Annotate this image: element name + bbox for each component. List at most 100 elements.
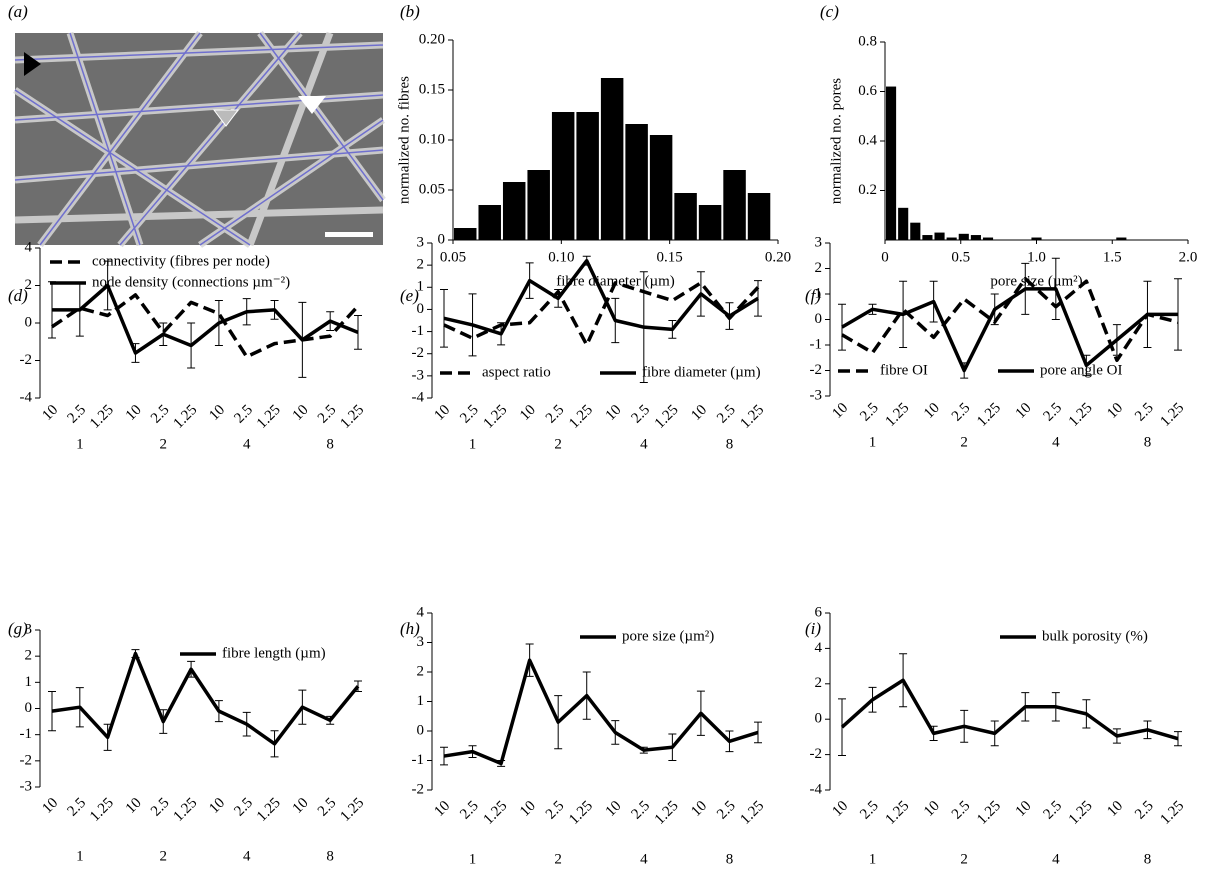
y-tick-label: 0: [417, 301, 425, 317]
bar: [1116, 237, 1127, 240]
x-tick-label: 10: [517, 402, 539, 424]
y-tick-label: -3: [412, 367, 425, 383]
panel-label: (g): [8, 619, 28, 638]
x-tick-label: 2.5: [148, 795, 173, 820]
y-tick-label: 6: [815, 604, 823, 620]
x-tick-label: 10: [39, 402, 61, 424]
y-tick-label: 0: [25, 700, 33, 716]
x-group-label: 2: [554, 851, 562, 867]
x-tick-label: 10: [1013, 400, 1035, 422]
x-tick-label: 10: [829, 400, 851, 422]
x-group-label: 8: [1144, 434, 1152, 450]
y-tick-label: 0.20: [419, 31, 445, 47]
y-tick-label: 0.8: [858, 33, 877, 49]
x-group-label: 4: [243, 848, 251, 864]
y-tick-label: 2: [417, 663, 425, 679]
series-line: [51, 651, 360, 746]
x-tick-label: 10: [829, 798, 851, 820]
x-tick-label: 1.25: [337, 402, 367, 432]
bar: [649, 135, 673, 240]
x-tick-label: 2.5: [714, 798, 739, 823]
y-tick-label: -4: [412, 389, 425, 405]
x-tick-label: 2.5: [629, 402, 654, 427]
panel-label: (c): [820, 2, 839, 21]
legend-label: pore size (µm²): [622, 628, 714, 644]
x-tick-label: 1.5: [1103, 249, 1122, 265]
x-tick-label: 10: [517, 798, 539, 820]
bar: [934, 232, 945, 240]
x-tick-label: 1.25: [1157, 798, 1187, 828]
bar: [886, 86, 897, 240]
panel-label: (b): [400, 2, 420, 21]
x-tick-label: 1.25: [974, 400, 1004, 430]
x-tick-label: 1.25: [737, 798, 767, 828]
bar: [910, 222, 921, 240]
bar: [698, 205, 722, 240]
y-tick-label: 0.4: [858, 132, 877, 148]
x-tick-label: 10: [603, 798, 625, 820]
x-group-label: 8: [326, 436, 334, 452]
x-tick-label: 0.15: [657, 249, 683, 265]
panel-label: (a): [8, 2, 28, 21]
x-tick-label: 2.5: [543, 798, 568, 823]
x-group-label: 4: [640, 436, 648, 452]
error-bar: [440, 289, 448, 348]
x-tick-label: 2.5: [315, 795, 340, 820]
series-line: [840, 678, 1179, 741]
y-tick-label: 0: [815, 711, 823, 727]
bar: [958, 233, 969, 240]
y-tick-label: 3: [417, 234, 425, 250]
x-tick-label: 2.5: [857, 400, 882, 425]
y-tick-label: -2: [20, 352, 33, 368]
x-tick-label: 10: [206, 795, 228, 817]
y-tick-label: 2: [25, 277, 33, 293]
x-group-label: 1: [76, 848, 84, 864]
x-tick-label: 1.25: [254, 402, 284, 432]
panel-label: (d): [8, 286, 28, 305]
legend-label: fibre OI: [880, 362, 928, 378]
x-tick-label: 10: [688, 798, 710, 820]
y-tick-label: 3: [417, 634, 425, 650]
x-tick-label: 10: [688, 402, 710, 424]
series-line: [443, 281, 760, 347]
x-tick-label: 2.5: [1041, 400, 1066, 425]
y-tick-label: 2: [25, 648, 33, 664]
y-tick-label: 4: [815, 640, 823, 656]
legend-label: connectivity (fibres per node): [92, 253, 270, 269]
x-tick-label: 0.20: [765, 249, 791, 265]
sem-image: [13, 30, 386, 248]
bar: [478, 205, 501, 240]
bar: [454, 228, 477, 240]
bar: [551, 112, 575, 240]
x-tick-label: 1.25: [87, 795, 117, 825]
x-tick-label: 2.5: [949, 400, 974, 425]
x-tick-label: 1.25: [87, 402, 117, 432]
x-tick-label: 1.25: [652, 798, 682, 828]
bar: [1031, 237, 1042, 240]
x-group-label: 8: [726, 851, 734, 867]
x-tick-label: 10: [1104, 798, 1126, 820]
legend-label: pore angle OI: [1040, 362, 1122, 378]
y-tick-label: 3: [815, 234, 823, 250]
y-tick-label: -1: [20, 726, 33, 742]
bar: [982, 237, 994, 240]
y-tick-label: -3: [810, 387, 823, 403]
legend-label: aspect ratio: [482, 364, 551, 380]
panel-label: (e): [400, 286, 419, 305]
x-group-label: 2: [554, 436, 562, 452]
x-tick-label: 1.25: [480, 798, 510, 828]
x-tick-label: 2.5: [857, 798, 882, 823]
x-tick-label: 2.5: [629, 798, 654, 823]
x-tick-label: 10: [1104, 400, 1126, 422]
x-tick-label: 2.5: [148, 402, 173, 427]
error-bar: [48, 690, 56, 732]
x-tick-label: 1.25: [480, 402, 510, 432]
x-tick-label: 10: [290, 795, 312, 817]
x-group-label: 1: [869, 851, 877, 867]
x-group-label: 2: [160, 848, 168, 864]
x-tick-label: 1.25: [170, 795, 200, 825]
x-group-label: 4: [1052, 851, 1060, 867]
panel-label: (f): [805, 286, 821, 305]
x-tick-label: 10: [921, 798, 943, 820]
x-tick-label: 10: [431, 798, 453, 820]
